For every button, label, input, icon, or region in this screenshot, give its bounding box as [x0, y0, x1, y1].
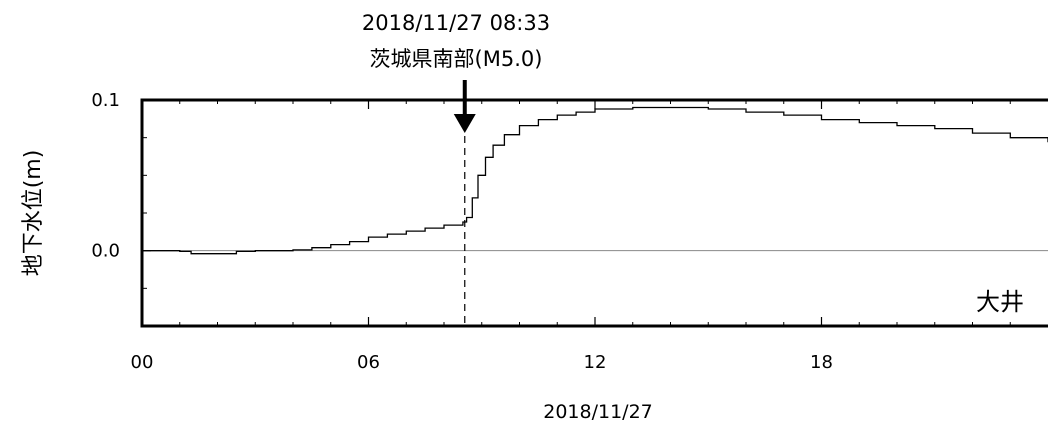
y-tick-label: 0.0: [91, 241, 120, 262]
x-axis-label: 2018/11/27: [543, 401, 653, 423]
plot-frame: [140, 98, 1048, 328]
groundwater-series-line: [142, 106, 1048, 255]
y-axis-label: 地下水位(m): [21, 150, 46, 277]
x-tick-label: 00: [131, 352, 154, 373]
event-datetime: 2018/11/27 08:33: [362, 11, 550, 35]
x-tick-label: 06: [357, 352, 380, 373]
x-tick-label: 18: [810, 352, 833, 373]
event-name: 茨城県南部(M5.0): [370, 47, 543, 71]
event-arrow-head: [453, 114, 476, 133]
y-tick-label: 0.1: [91, 90, 120, 111]
x-tick-label: 12: [584, 352, 607, 373]
station-label: 大井: [976, 288, 1024, 316]
plot-layer: 00 06 12 18 0.0 0.1: [91, 80, 1048, 373]
